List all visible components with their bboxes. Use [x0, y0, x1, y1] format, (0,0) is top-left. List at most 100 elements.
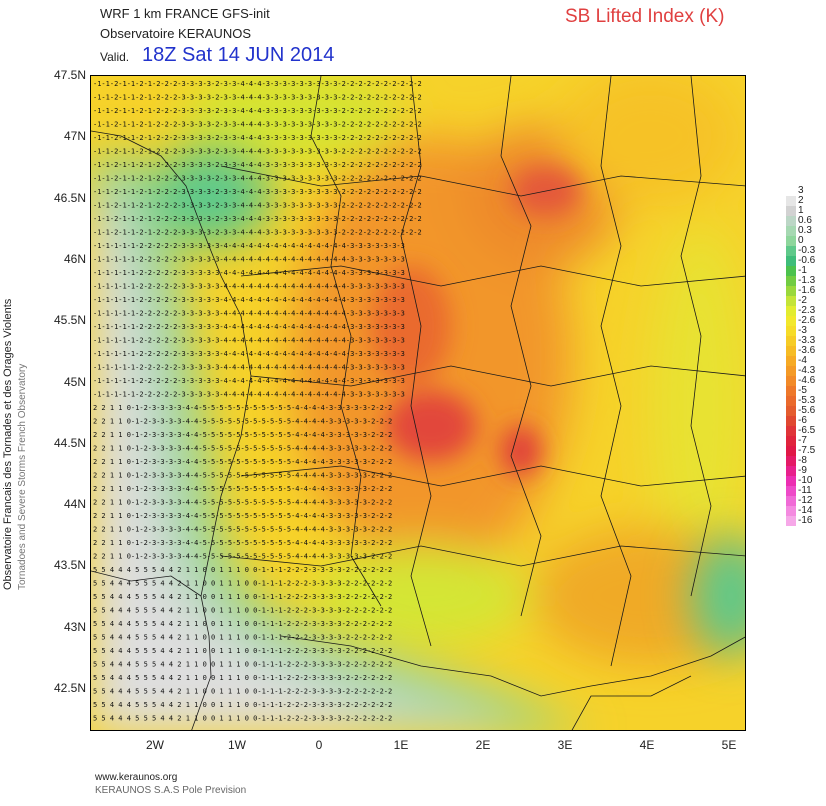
legend-label: -8: [798, 455, 807, 466]
legend-entry: -11: [786, 485, 826, 496]
lon-tick-label: 1E: [393, 738, 409, 752]
legend-entry: -4: [786, 355, 826, 366]
legend-swatch: [786, 286, 796, 296]
legend-swatch: [786, 186, 796, 196]
legend-label: -7: [798, 435, 807, 446]
legend-swatch: [786, 326, 796, 336]
grid-value-row: -1-1-2-1-1-2-1-2-2-2-3-3-3-3-2-3-3-4-4-4…: [93, 148, 422, 156]
grid-value-row: 5 5 4 4 4 5 5 5 4 4 2 1 1 0 0 1 1 1 0 0-…: [93, 688, 392, 696]
grid-value-row: 2 2 1 1 0-1-2-3-3-3-3-4-4-5-5-5-5-5-5-5-…: [93, 431, 392, 439]
grid-value-row: -1-1-1-1-1-2-2-2-2-2-3-3-3-3-3-4-4-4-4-4…: [93, 364, 405, 372]
lat-tick-label: 47N: [63, 129, 86, 144]
legend-entry: -3: [786, 325, 826, 336]
color-legend: 3 2 1 0.6 0.3 0 -0.3 -0.6 -1 -1.3 -1.6 -2 -2.3 -2.6 -3…: [786, 185, 826, 526]
legend-label: 0: [798, 235, 804, 246]
legend-entry: -16: [786, 515, 826, 526]
side-caption-french: Observatoire Francais des Tornades et de…: [2, 298, 14, 590]
grid-value-row: 5 5 4 4 4 5 5 5 4 4 2 1 1 0 0 1 1 1 0 0-…: [93, 607, 392, 615]
borders: [91, 76, 745, 730]
lon-tick-label: 4E: [639, 738, 655, 752]
grid-value-row: 5 5 4 4 4 5 5 5 4 4 2 1 1 0 0 1 1 1 0 0-…: [93, 566, 392, 574]
footer-url[interactable]: www.keraunos.org: [95, 772, 178, 783]
legend-entry: -5: [786, 385, 826, 396]
grid-value-row: 5 5 4 4 4 5 5 5 4 4 2 1 1 0 0 1 1 1 0 0-…: [93, 674, 392, 682]
legend-label: -14: [798, 505, 813, 516]
lat-tick-label: 47.5N: [53, 68, 86, 82]
legend-entry: -0.6: [786, 255, 826, 266]
legend-entry: -8: [786, 455, 826, 466]
legend-entry: 3: [786, 185, 826, 196]
legend-label: -9: [798, 465, 807, 476]
legend-swatch: [786, 466, 796, 476]
legend-swatch: [786, 366, 796, 376]
grid-value-row: -1-1-1-1-1-2-2-2-2-2-3-3-3-3-3-4-4-4-4-4…: [93, 310, 405, 318]
grid-value-row: -1-1-1-1-1-2-2-2-2-2-3-3-3-3-3-4-4-4-4-4…: [93, 296, 405, 304]
legend-entry: -1.6: [786, 285, 826, 296]
grid-value-row: -1-1-1-1-1-2-2-2-2-2-3-3-3-3-3-4-4-4-4-4…: [93, 283, 405, 291]
lat-tick-label: 46N: [63, 251, 86, 266]
lat-tick-label: 43.5N: [53, 558, 86, 573]
lon-tick-label: 1W: [228, 738, 246, 752]
legend-swatch: [786, 206, 796, 216]
legend-label: -11: [798, 485, 812, 496]
legend-entry: -14: [786, 505, 826, 516]
legend-label: -1.3: [798, 275, 816, 286]
legend-entry: -1.3: [786, 275, 826, 286]
grid-value-row: 2 2 1 1 0-1-2-3-3-3-3-4-4-5-5-5-5-5-5-5-…: [93, 512, 392, 520]
lat-tick-label: 45.5N: [53, 313, 86, 328]
legend-label: -12: [798, 495, 813, 506]
legend-label: -3: [798, 325, 807, 336]
legend-swatch: [786, 436, 796, 446]
legend-swatch: [786, 476, 796, 486]
legend-label: 0.3: [798, 225, 812, 236]
grid-value-row: 2 2 1 1 0-1-2-3-3-3-3-4-4-5-5-5-5-5-5-5-…: [93, 485, 392, 493]
legend-swatch: [786, 376, 796, 386]
grid-value-row: 2 2 1 1 0-1-2-3-3-3-3-4-4-5-5-5-5-5-5-5-…: [93, 539, 392, 547]
grid-value-row: -1-1-1-1-1-2-2-2-2-2-3-3-3-3-3-4-4-4-4-4…: [93, 242, 405, 250]
legend-label: -5: [798, 385, 807, 396]
lon-tick-label: 5E: [721, 738, 737, 752]
grid-value-row: 5 5 4 4 4 5 5 5 4 4 2 1 1 0 0 1 1 1 0 0-…: [93, 580, 392, 588]
lat-tick-label: 46.5N: [53, 190, 86, 205]
legend-label: 3: [798, 185, 804, 196]
legend-swatch: [786, 416, 796, 426]
legend-entry: -3.3: [786, 335, 826, 346]
legend-label: 0.6: [798, 215, 812, 226]
legend-entry: -7.5: [786, 445, 826, 456]
legend-label: -6.5: [798, 425, 816, 436]
valid-label: Valid.: [100, 50, 130, 64]
legend-entry: -0.3: [786, 245, 826, 256]
legend-label: -10: [798, 475, 813, 486]
lon-tick-label: 3E: [557, 738, 573, 752]
legend-entry: 0.3: [786, 225, 826, 236]
legend-label: -4.6: [798, 375, 816, 386]
grid-value-row: 2 2 1 1 0-1-2-3-3-3-3-4-4-5-5-5-5-5-5-5-…: [93, 553, 392, 561]
grid-value-row: -1-1-1-1-1-2-2-2-2-2-3-3-3-3-3-4-4-4-4-4…: [93, 337, 405, 345]
legend-swatch: [786, 356, 796, 366]
legend-swatch: [786, 306, 796, 316]
lon-tick-label: 0: [315, 738, 323, 752]
lat-tick-label: 45N: [63, 374, 86, 389]
lifted-index-map[interactable]: -1-1-2-1-1-2-1-2-2-2-3-3-3-3-2-3-3-4-4-4…: [90, 75, 746, 731]
grid-value-row: -1-1-2-1-1-2-1-2-2-2-3-3-3-3-2-3-3-4-4-4…: [93, 229, 422, 237]
legend-entry: -4.3: [786, 365, 826, 376]
legend-label: -1.6: [798, 285, 816, 296]
legend-swatch: [786, 456, 796, 466]
lon-tick-label: 2W: [146, 738, 164, 752]
lat-tick-label: 44N: [63, 497, 86, 512]
legend-label: -1: [798, 265, 807, 276]
legend-swatch: [786, 346, 796, 356]
grid-value-row: -1-1-2-1-1-2-1-2-2-2-3-3-3-3-2-3-3-4-4-4…: [93, 215, 422, 223]
grid-value-row: -1-1-1-1-1-2-2-2-2-2-3-3-3-3-3-4-4-4-4-4…: [93, 391, 405, 399]
grid-value-row: 5 5 4 4 4 5 5 5 4 4 2 1 1 0 0 1 1 1 0 0-…: [93, 661, 392, 669]
side-caption-english: Tornadoes and Severe Storms French Obser…: [17, 363, 28, 590]
grid-value-row: -1-1-1-1-1-2-2-2-2-2-3-3-3-3-3-4-4-4-4-4…: [93, 377, 405, 385]
grid-value-row: -1-1-1-1-1-2-2-2-2-2-3-3-3-3-3-4-4-4-4-4…: [93, 269, 405, 277]
legend-label: -5.3: [798, 395, 816, 406]
legend-entry: -4.6: [786, 375, 826, 386]
legend-entry: -1: [786, 265, 826, 276]
legend-entry: -2: [786, 295, 826, 306]
grid-value-row: -1-1-2-1-1-2-1-2-2-2-3-3-3-3-2-3-3-4-4-4…: [93, 107, 422, 115]
grid-value-row: -1-1-2-1-1-2-1-2-2-2-3-3-3-3-2-3-3-4-4-4…: [93, 175, 422, 183]
grid-value-row: 2 2 1 1 0-1-2-3-3-3-3-4-4-5-5-5-5-5-5-5-…: [93, 418, 392, 426]
